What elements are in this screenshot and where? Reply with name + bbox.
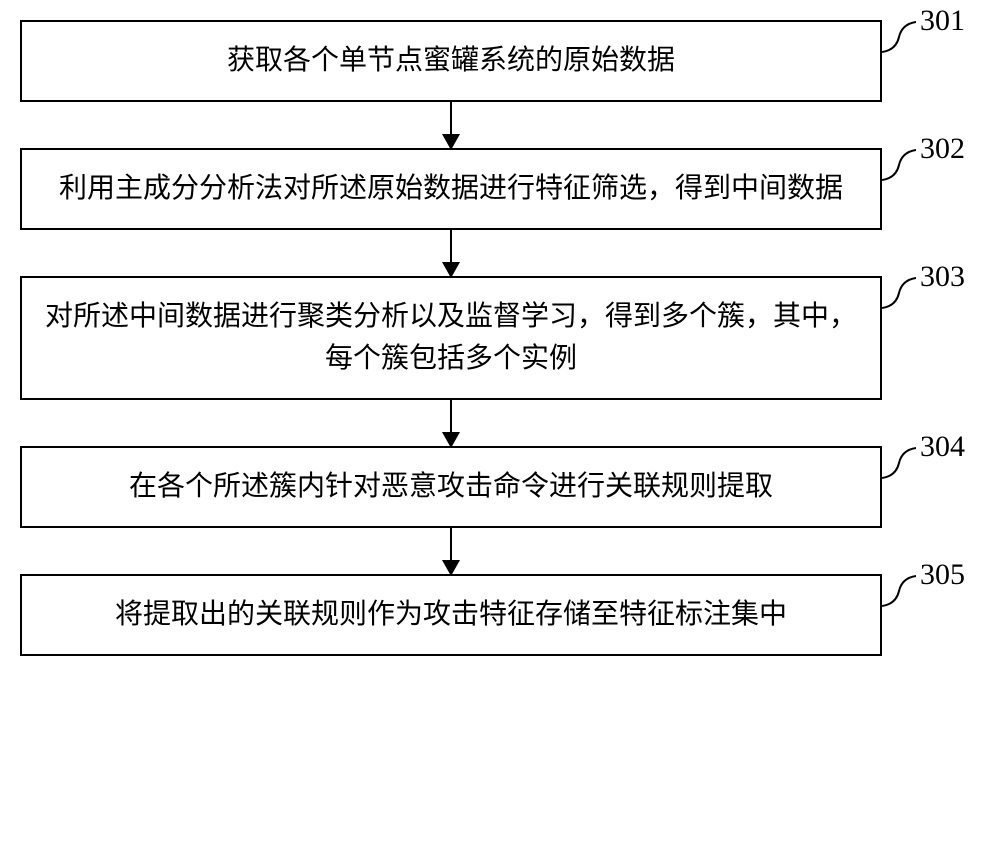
label-curve-icon [882,148,916,182]
step-text: 在各个所述簇内针对恶意攻击命令进行关联规则提取 [129,471,773,502]
step-box-302: 利用主成分分析法对所述原始数据进行特征筛选，得到中间数据 [20,148,882,230]
step-row: 对所述中间数据进行聚类分析以及监督学习，得到多个簇，其中，每个簇包括多个实例 3… [20,276,980,400]
step-label: 305 [920,560,965,590]
step-row: 获取各个单节点蜜罐系统的原始数据 301 [20,20,980,102]
step-label: 304 [920,432,965,462]
arrow-wrap [20,102,882,148]
label-wrap: 301 [882,20,965,54]
arrow-down-icon [450,400,452,446]
arrow-wrap [20,400,882,446]
arrow-wrap [20,528,882,574]
arrow-down-icon [450,102,452,148]
arrow-down-icon [450,230,452,276]
label-curve-icon [882,276,916,310]
step-box-301: 获取各个单节点蜜罐系统的原始数据 [20,20,882,102]
step-text: 将提取出的关联规则作为攻击特征存储至特征标注集中 [115,599,787,630]
step-row: 将提取出的关联规则作为攻击特征存储至特征标注集中 305 [20,574,980,656]
step-text: 获取各个单节点蜜罐系统的原始数据 [227,45,675,76]
step-row: 利用主成分分析法对所述原始数据进行特征筛选，得到中间数据 302 [20,148,980,230]
flowchart-container: 获取各个单节点蜜罐系统的原始数据 301 利用主成分分析法对所述原始数据进行特征… [20,20,980,656]
arrow-down-icon [450,528,452,574]
step-label: 302 [920,134,965,164]
label-curve-icon [882,574,916,608]
label-wrap: 302 [882,148,965,182]
step-text: 利用主成分分析法对所述原始数据进行特征筛选，得到中间数据 [59,173,843,204]
step-label: 303 [920,262,965,292]
step-text: 对所述中间数据进行聚类分析以及监督学习，得到多个簇，其中，每个簇包括多个实例 [45,301,857,374]
label-wrap: 304 [882,446,965,480]
label-curve-icon [882,446,916,480]
step-label: 301 [920,6,965,36]
step-box-305: 将提取出的关联规则作为攻击特征存储至特征标注集中 [20,574,882,656]
label-curve-icon [882,20,916,54]
arrow-wrap [20,230,882,276]
step-box-303: 对所述中间数据进行聚类分析以及监督学习，得到多个簇，其中，每个簇包括多个实例 [20,276,882,400]
label-wrap: 303 [882,276,965,310]
step-box-304: 在各个所述簇内针对恶意攻击命令进行关联规则提取 [20,446,882,528]
label-wrap: 305 [882,574,965,608]
step-row: 在各个所述簇内针对恶意攻击命令进行关联规则提取 304 [20,446,980,528]
